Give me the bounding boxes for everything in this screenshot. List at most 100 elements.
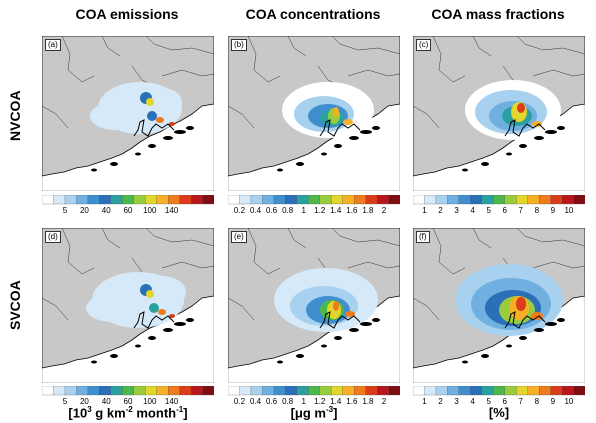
panel-label-b: (b) (231, 39, 247, 51)
colorbar-swatch (342, 386, 355, 396)
colorbar-swatch (435, 386, 448, 396)
map-c (413, 36, 585, 191)
colorbar-swatch (435, 195, 448, 205)
colorbar-swatch (262, 195, 275, 205)
colorbar-tick-label: 20 (79, 206, 89, 215)
colorbar-swatch (504, 386, 517, 396)
panel-label-f: (f) (416, 231, 430, 243)
colorbar-swatch (527, 195, 540, 205)
colorbar-swatch (504, 195, 517, 205)
colorbar-swatch (319, 386, 332, 396)
colorbar-tick-label: 7 (518, 397, 524, 406)
colorbar-tick-label: 1.6 (346, 206, 358, 215)
colorbar-swatch (53, 386, 66, 396)
colorbar-swatch (167, 386, 181, 396)
colorbar-swatch (413, 386, 425, 396)
colorbar-tick-label: 100 (143, 397, 157, 406)
map-b (228, 36, 400, 191)
colorbar-swatch (202, 195, 214, 205)
colorbar-tick-label: 1.4 (330, 206, 342, 215)
colorbar-tick-label: 8 (534, 206, 540, 215)
colorbar-swatch (228, 386, 240, 396)
map-d (42, 228, 214, 383)
value-region-a-5 (147, 111, 157, 121)
value-region-d-7 (169, 314, 175, 318)
map-panel-c: (c) (413, 36, 585, 191)
colorbar-e: 0.2 0.4 0.6 0.8 1 1.2 1.4 1.6 1.8 2 (228, 386, 400, 410)
colorbar-swatch (145, 386, 158, 396)
colorbar-tick-label: 6 (502, 397, 507, 406)
colorbar-tick-label: 8 (534, 397, 540, 406)
colorbar-swatch (365, 386, 378, 396)
colorbar-swatch (133, 386, 146, 396)
colorbar-tick-label: 0.6 (266, 397, 278, 406)
colorbar-swatch (122, 386, 135, 396)
colorbar-tick-label: 100 (143, 206, 157, 215)
colorbar-swatch (424, 195, 437, 205)
colorbar-swatch (481, 386, 494, 396)
colorbar-swatch (190, 386, 203, 396)
colorbar-b: 0.2 0.4 0.6 0.8 1 1.2 1.4 1.6 1.8 2 (228, 195, 400, 219)
colorbar-swatch (353, 195, 367, 205)
colorbar-swatch (493, 386, 506, 396)
colorbar-swatch (296, 195, 309, 205)
colorbar-swatch (376, 386, 389, 396)
colorbar-tick-label: 1 (301, 206, 306, 215)
colorbar-swatch (262, 386, 275, 396)
colorbar-swatch (365, 195, 378, 205)
value-region-d-2 (138, 276, 186, 308)
colorbar-tick-label: 20 (79, 397, 89, 406)
colorbar-tick-label: 3 (454, 397, 459, 406)
colorbar-swatch (493, 195, 506, 205)
map-panel-d: (d) (42, 228, 214, 383)
colorbar-f: 1 2 3 4 5 6 7 8 9 10 (413, 386, 585, 410)
column-title-emissions: COA emissions (75, 6, 179, 22)
colorbar-tick-label: 9 (550, 206, 556, 215)
colorbar-tick-label: 1 (422, 206, 427, 215)
colorbar-tick-label: 1.2 (314, 397, 326, 406)
value-region-f-5 (516, 297, 526, 311)
column-title-mass-fractions: COA mass fractions (431, 6, 565, 22)
row-label-svcoa: SVCOA (7, 280, 23, 331)
colorbar-d: 5 20 40 60 100 140 (42, 386, 214, 410)
colorbar-swatch (64, 386, 77, 396)
colorbar-tick-label: 1.8 (362, 397, 374, 406)
colorbar-swatch (561, 195, 574, 205)
colorbar-tick-label: 140 (164, 397, 179, 406)
colorbar-tick-label: 9 (550, 397, 556, 406)
colorbar-swatch (202, 386, 214, 396)
colorbar-tick-label: 10 (564, 206, 574, 215)
colorbar-tick-label: 1 (422, 397, 427, 406)
value-region-a-1 (90, 102, 138, 130)
colorbar-swatch (87, 195, 100, 205)
colorbar-swatch (458, 195, 471, 205)
map-panel-f: (f) (413, 228, 585, 383)
colorbar-swatch (376, 195, 389, 205)
colorbar-swatch (110, 195, 123, 205)
colorbar-tick-label: 1.4 (330, 397, 342, 406)
colorbar-swatch (342, 195, 355, 205)
colorbar-tick-label: 5 (62, 206, 68, 215)
colorbar-swatch (516, 386, 529, 396)
colorbar-swatch (250, 195, 263, 205)
colorbar-tick-label: 60 (123, 397, 133, 406)
colorbar-tick-label: 4 (470, 206, 475, 215)
colorbar-swatch (250, 386, 263, 396)
unit-concentrations: [μg m-3] (290, 405, 338, 421)
colorbar-swatch (458, 386, 471, 396)
colorbar-swatch (122, 195, 135, 205)
colorbar-tick-label: 7 (518, 206, 524, 215)
column-title-concentrations: COA concentrations (245, 6, 381, 22)
value-region-b-6 (343, 119, 353, 125)
colorbar-tick-label: 0.4 (249, 397, 262, 406)
colorbar-swatch (110, 386, 123, 396)
colorbar-a: 5 20 40 60 100 140 (42, 195, 214, 219)
colorbar-swatch (239, 386, 252, 396)
colorbar-swatch (550, 386, 563, 396)
colorbar-swatch (331, 386, 344, 396)
colorbar-swatch (76, 386, 89, 396)
panel-label-e: (e) (231, 231, 247, 243)
value-region-d-6 (158, 309, 166, 315)
value-region-d-5 (149, 303, 159, 313)
colorbar-swatch (145, 195, 158, 205)
